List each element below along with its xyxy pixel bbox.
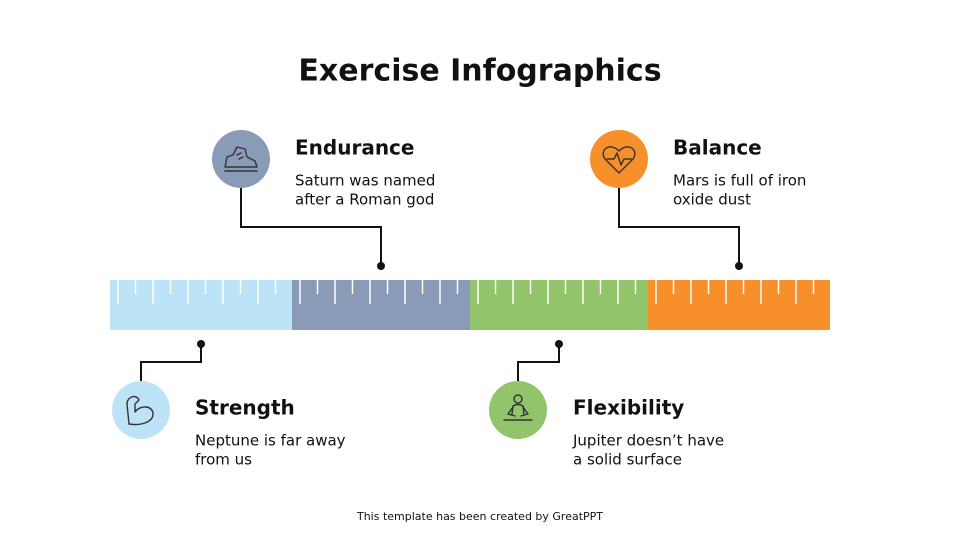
footer: This template has been created by GreatP… xyxy=(356,510,603,523)
connector xyxy=(517,344,560,381)
ruler xyxy=(110,280,830,330)
connector xyxy=(140,344,202,381)
item-description: Saturn was named xyxy=(295,172,435,190)
item-title: Balance xyxy=(673,136,762,160)
ruler-segment xyxy=(110,280,292,330)
item-description: after a Roman god xyxy=(295,191,434,209)
item-description: a solid surface xyxy=(573,451,682,469)
item-title: Endurance xyxy=(295,136,414,160)
icon-circle xyxy=(212,130,270,188)
ruler-segment xyxy=(292,280,470,330)
dot xyxy=(197,340,205,348)
dot xyxy=(555,340,563,348)
item-title: Flexibility xyxy=(573,396,684,420)
icon-circle xyxy=(112,381,170,439)
heart-icon xyxy=(602,146,636,174)
dot xyxy=(735,262,743,270)
ruler-segment xyxy=(470,280,648,330)
item-description: Jupiter doesn’t have xyxy=(572,432,724,450)
item-description: oxide dust xyxy=(673,191,751,209)
item-description: from us xyxy=(195,451,252,469)
arm-icon xyxy=(126,395,154,426)
connector xyxy=(618,188,740,266)
item-title: Strength xyxy=(195,396,295,420)
icon-circle xyxy=(489,381,547,439)
item-description: Neptune is far away xyxy=(195,432,346,450)
title: Exercise Infographics xyxy=(298,54,661,89)
shoe-icon xyxy=(224,146,258,172)
meditation-icon xyxy=(503,394,533,421)
connector xyxy=(240,188,382,266)
ruler-segment xyxy=(648,280,830,330)
item-description: Mars is full of iron xyxy=(673,172,806,190)
dot xyxy=(377,262,385,270)
